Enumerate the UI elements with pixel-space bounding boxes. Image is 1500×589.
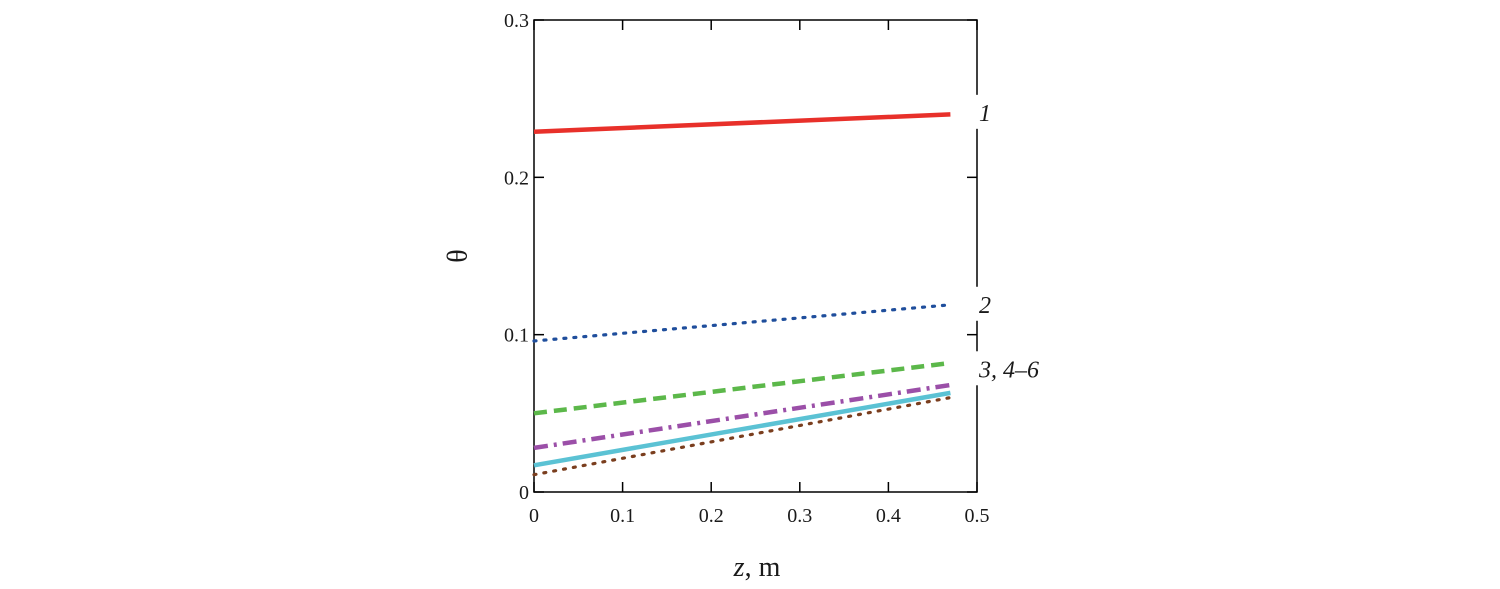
- series-line-1: [533, 112, 951, 134]
- series-line-4: [533, 382, 951, 451]
- x-tick-label: 0.3: [787, 505, 812, 527]
- x-tick-label: 0: [529, 505, 539, 527]
- x-tick-label: 0.2: [699, 505, 724, 527]
- curve-label-background: [958, 351, 1078, 386]
- curve-label-2: 2: [979, 293, 991, 319]
- x-axis-label: z, m: [733, 552, 781, 583]
- curve-label-3: 3, 4–6: [978, 357, 1039, 383]
- x-tick-label: 0.1: [610, 505, 635, 527]
- series-line-5: [533, 390, 951, 468]
- curve-labels-group: 1 2 3, 4–6: [958, 94, 1078, 386]
- series-line-2: [532, 303, 953, 343]
- series-group: [532, 112, 953, 477]
- y-axis-label: θ: [442, 249, 473, 262]
- y-tick-label: 0.3: [504, 10, 529, 32]
- curve-label-background: [958, 94, 1078, 129]
- plot-frame: [533, 19, 978, 493]
- curve-label-background: [958, 286, 1078, 321]
- series-line-3: [533, 360, 951, 416]
- x-tick-label: 0.4: [876, 505, 901, 527]
- x-axis-variable: z: [733, 552, 745, 583]
- axis-ticks: 0 0.1 0.2 0.3 0.4 0.5 0 0.1 0.2 0.3: [504, 10, 990, 527]
- curve-label-1: 1: [979, 101, 991, 127]
- x-tick-label: 0.5: [965, 505, 990, 527]
- x-axis-unit: , m: [745, 552, 781, 583]
- y-tick-label: 0.1: [504, 325, 529, 347]
- y-tick-label: 0.2: [504, 167, 529, 189]
- y-tick-label: 0: [519, 482, 529, 504]
- series-line-6: [532, 396, 953, 477]
